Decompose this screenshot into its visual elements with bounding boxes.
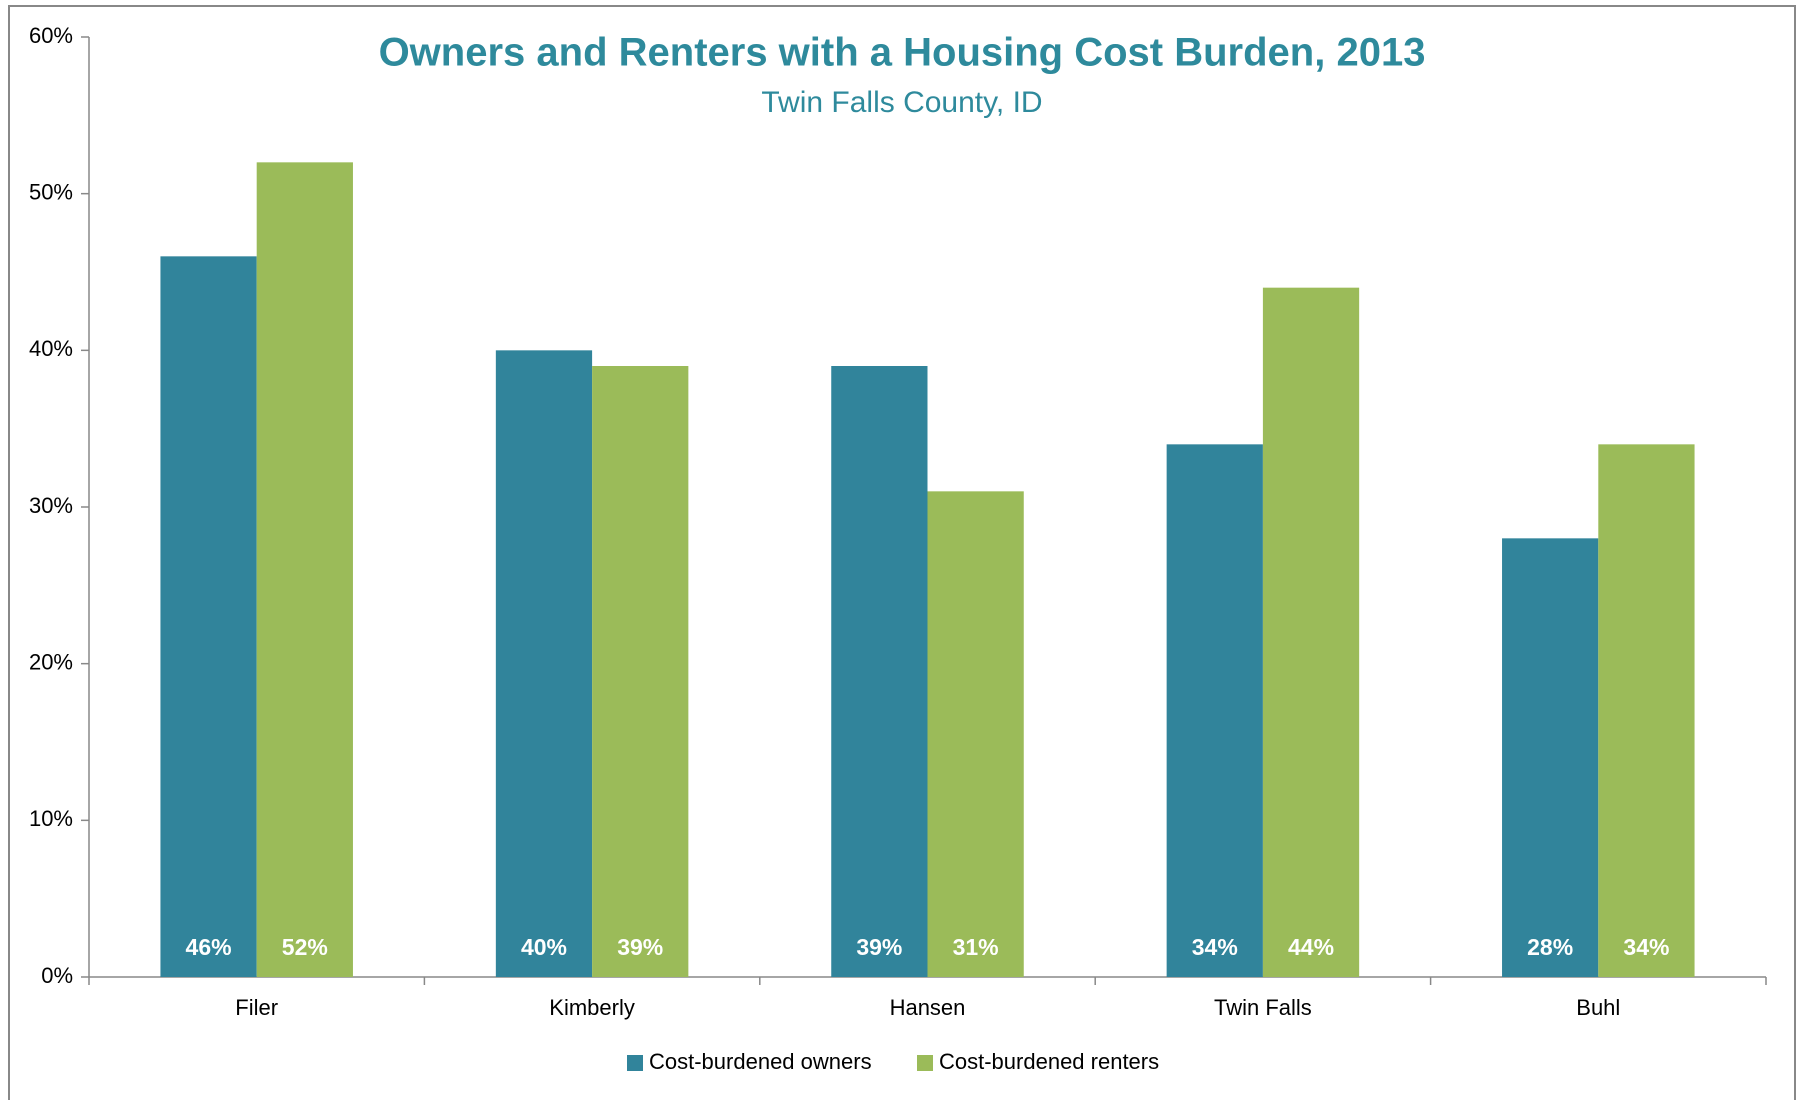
legend-label: Cost-burdened renters xyxy=(939,1049,1159,1074)
bar xyxy=(927,491,1024,977)
legend-swatch xyxy=(627,1055,643,1071)
y-tick-label: 30% xyxy=(29,493,73,518)
bar xyxy=(1502,538,1599,977)
bar xyxy=(1166,444,1263,977)
chart-subtitle: Twin Falls County, ID xyxy=(761,86,1042,119)
bar xyxy=(1598,444,1695,977)
bar xyxy=(495,350,593,977)
legend-swatch xyxy=(917,1055,933,1071)
chart-title: Owners and Renters with a Housing Cost B… xyxy=(379,31,1426,75)
data-label: 31% xyxy=(953,934,999,960)
y-tick-label: 0% xyxy=(41,963,73,988)
bar xyxy=(831,366,928,977)
x-tick-label: Buhl xyxy=(1576,995,1620,1020)
data-label: 46% xyxy=(186,934,232,960)
bar xyxy=(160,256,257,977)
data-label: 34% xyxy=(1192,934,1238,960)
data-label: 34% xyxy=(1623,934,1669,960)
bar xyxy=(256,162,353,978)
x-tick-label: Filer xyxy=(235,995,278,1020)
data-label: 52% xyxy=(282,934,328,960)
y-tick-label: 50% xyxy=(29,179,73,204)
data-label: 39% xyxy=(856,934,902,960)
y-tick-label: 60% xyxy=(29,23,73,48)
x-tick-label: Kimberly xyxy=(549,995,635,1020)
bar xyxy=(592,366,689,977)
bar xyxy=(1262,287,1360,978)
y-tick-label: 20% xyxy=(29,649,73,674)
y-tick-label: 40% xyxy=(29,336,73,361)
legend-label: Cost-burdened owners xyxy=(649,1049,872,1074)
y-tick-label: 10% xyxy=(29,806,73,831)
chart-frame xyxy=(8,5,1796,1100)
data-label: 40% xyxy=(521,934,567,960)
data-label: 39% xyxy=(617,934,663,960)
x-tick-label: Hansen xyxy=(890,995,966,1020)
x-tick-label: Twin Falls xyxy=(1214,995,1312,1020)
data-label: 44% xyxy=(1288,934,1334,960)
data-label: 28% xyxy=(1527,934,1573,960)
